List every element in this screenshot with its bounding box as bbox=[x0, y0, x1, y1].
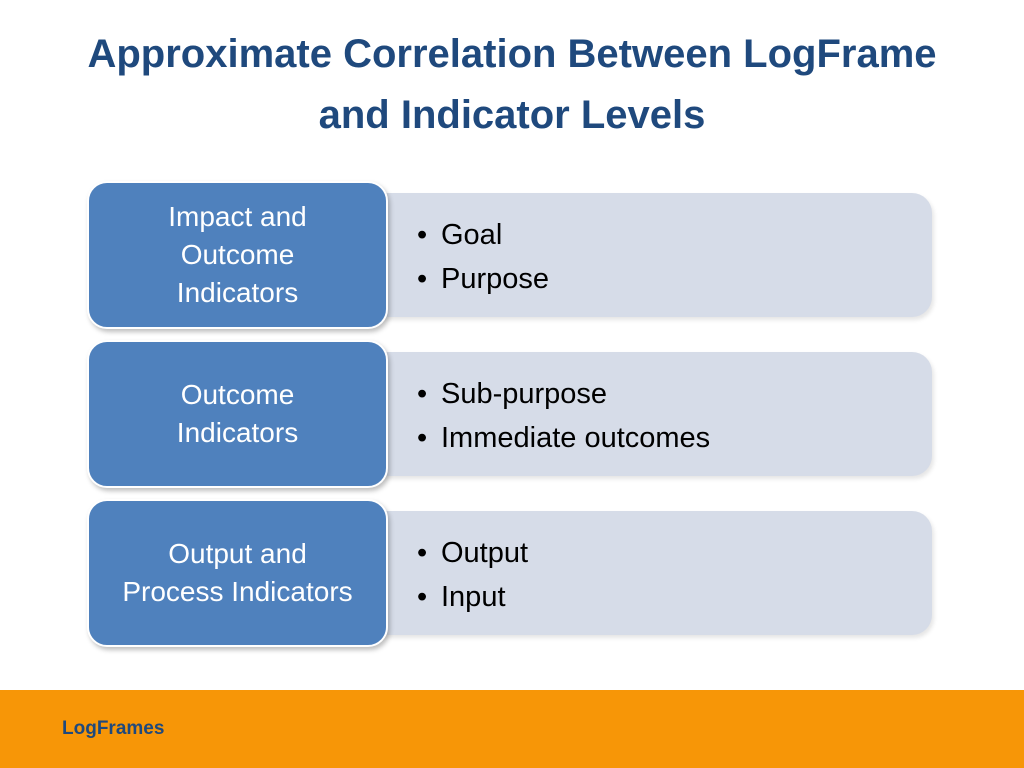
indicator-level-line: Indicators bbox=[176, 417, 299, 448]
diagram-row-outcome: • Sub-purpose • Immediate outcomes Outcome… bbox=[0, 340, 1024, 490]
indicator-level-box: Output and Process Indicators bbox=[87, 499, 388, 647]
bullet-item: • Goal bbox=[417, 213, 549, 257]
indicator-level-box: Outcome Indicators bbox=[87, 340, 388, 488]
bullet-item: • Output bbox=[417, 531, 528, 575]
bullet-dot-icon: • bbox=[417, 581, 428, 613]
bullet-item: • Immediate outcomes bbox=[417, 416, 710, 460]
logframe-levels-list: • Output • Input bbox=[417, 531, 528, 619]
slide-title: Approximate Correlation Between LogFrame… bbox=[30, 24, 994, 146]
logframe-indicator-diagram: • Goal • Purpose Impact and Outcome Indica… bbox=[0, 181, 1024, 649]
indicator-level-line: Process Indicators bbox=[122, 576, 353, 607]
bullet-text: Sub-purpose bbox=[441, 378, 608, 410]
indicator-level-box: Impact and Outcome Indicators bbox=[87, 181, 388, 329]
title-line-1: Approximate Correlation Between LogFrame bbox=[87, 32, 937, 76]
bullet-item: • Sub-purpose bbox=[417, 372, 710, 416]
bullet-item: • Input bbox=[417, 575, 528, 619]
bullet-text: Purpose bbox=[441, 263, 550, 295]
footer-label: LogFrames bbox=[62, 718, 165, 739]
indicator-level-line: Impact and bbox=[168, 201, 307, 232]
bullet-text: Goal bbox=[441, 219, 503, 251]
bullet-text: Immediate outcomes bbox=[441, 422, 711, 454]
indicator-level-line: Outcome bbox=[180, 239, 295, 270]
indicator-level-line: Outcome bbox=[180, 379, 295, 410]
logframe-levels-list: • Goal • Purpose bbox=[417, 213, 549, 301]
logframe-levels-box: • Output • Input bbox=[360, 511, 932, 635]
logframe-levels-box: • Sub-purpose • Immediate outcomes bbox=[360, 352, 932, 476]
bullet-dot-icon: • bbox=[417, 378, 428, 410]
logframe-levels-list: • Sub-purpose • Immediate outcomes bbox=[417, 372, 710, 460]
indicator-level-line: Indicators bbox=[176, 277, 299, 308]
bullet-dot-icon: • bbox=[417, 537, 428, 569]
indicator-level-line: Output and bbox=[168, 538, 307, 569]
footer-bar: LogFrames bbox=[0, 690, 1024, 768]
bullet-dot-icon: • bbox=[417, 422, 428, 454]
logframe-levels-box: • Goal • Purpose bbox=[360, 193, 932, 317]
diagram-row-impact-outcome: • Goal • Purpose Impact and Outcome Indica… bbox=[0, 181, 1024, 331]
bullet-text: Output bbox=[441, 537, 529, 569]
bullet-dot-icon: • bbox=[417, 219, 428, 251]
bullet-text: Input bbox=[441, 581, 506, 613]
bullet-dot-icon: • bbox=[417, 263, 428, 295]
diagram-row-output-process: • Output • Input Output and Process Indica… bbox=[0, 499, 1024, 649]
bullet-item: • Purpose bbox=[417, 257, 549, 301]
title-line-2: and Indicator Levels bbox=[318, 93, 706, 137]
